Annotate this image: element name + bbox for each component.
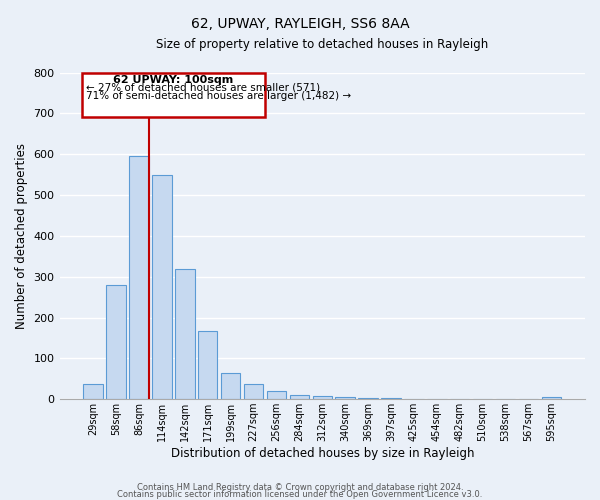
Text: 62, UPWAY, RAYLEIGH, SS6 8AA: 62, UPWAY, RAYLEIGH, SS6 8AA <box>191 18 409 32</box>
Text: ← 27% of detached houses are smaller (571): ← 27% of detached houses are smaller (57… <box>86 82 320 92</box>
Bar <box>358 398 378 399</box>
Bar <box>542 397 561 399</box>
Y-axis label: Number of detached properties: Number of detached properties <box>15 143 28 329</box>
Title: Size of property relative to detached houses in Rayleigh: Size of property relative to detached ho… <box>156 38 488 51</box>
Bar <box>175 268 194 399</box>
Bar <box>129 156 149 399</box>
X-axis label: Distribution of detached houses by size in Rayleigh: Distribution of detached houses by size … <box>170 447 474 460</box>
Bar <box>335 397 355 399</box>
FancyBboxPatch shape <box>82 72 265 118</box>
Text: Contains HM Land Registry data © Crown copyright and database right 2024.: Contains HM Land Registry data © Crown c… <box>137 484 463 492</box>
Bar <box>152 176 172 399</box>
Bar <box>106 285 126 399</box>
Bar <box>313 396 332 399</box>
Bar <box>198 330 217 399</box>
Text: 71% of semi-detached houses are larger (1,482) →: 71% of semi-detached houses are larger (… <box>86 91 352 101</box>
Bar <box>267 391 286 399</box>
Text: Contains public sector information licensed under the Open Government Licence v3: Contains public sector information licen… <box>118 490 482 499</box>
Text: 62 UPWAY: 100sqm: 62 UPWAY: 100sqm <box>113 76 233 86</box>
Bar <box>381 398 401 399</box>
Bar <box>290 395 309 399</box>
Bar <box>244 384 263 399</box>
Bar <box>83 384 103 399</box>
Bar <box>221 372 241 399</box>
